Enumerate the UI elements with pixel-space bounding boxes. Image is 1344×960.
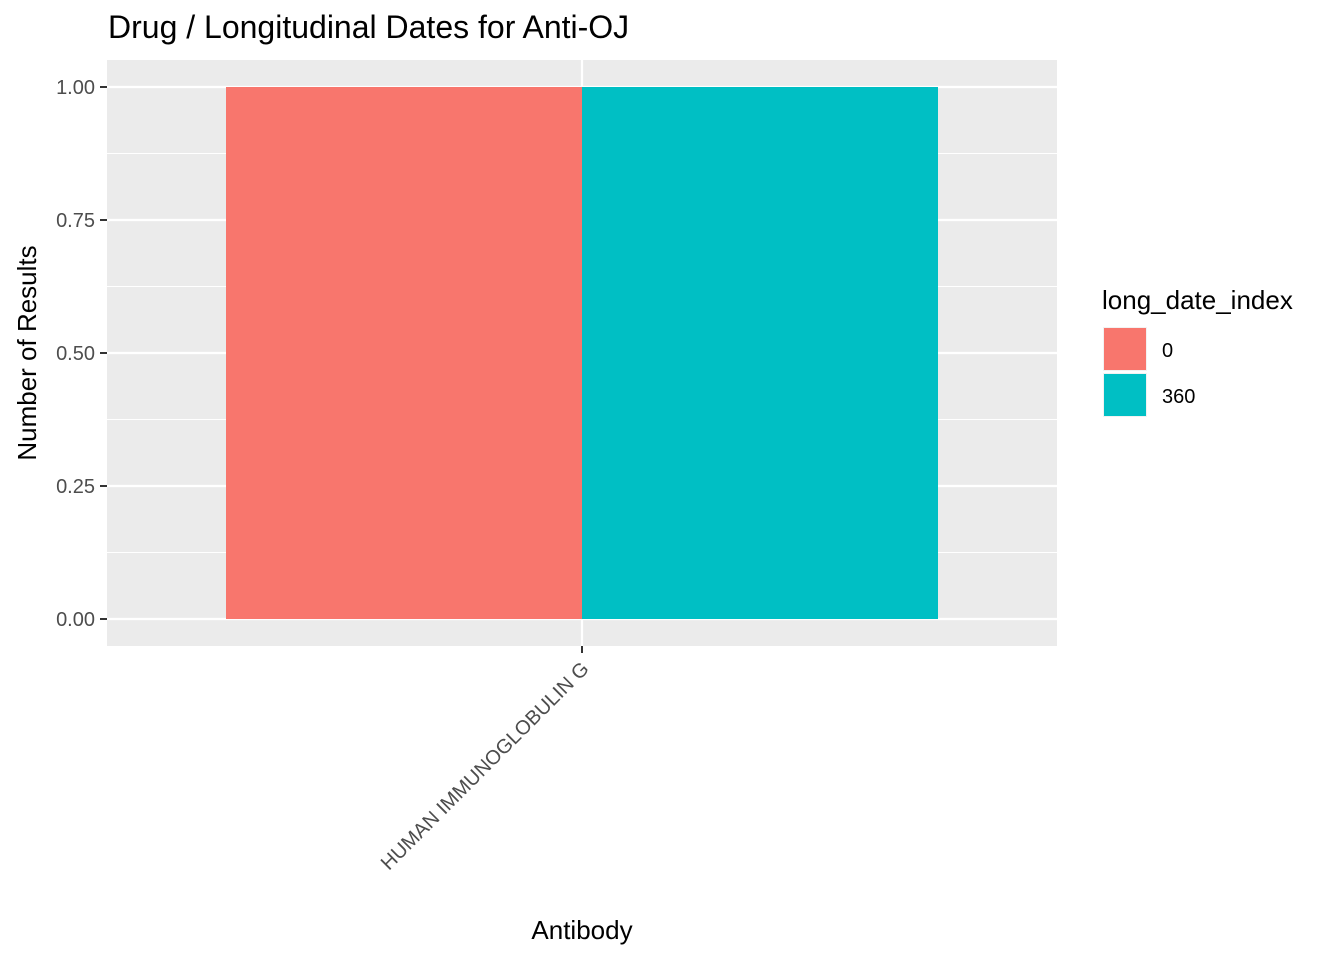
y-tick-label: 0.25 — [56, 476, 95, 498]
legend-key-swatch — [1104, 374, 1146, 416]
bar-series-0 — [226, 87, 582, 619]
chart-title: Drug / Longitudinal Dates for Anti-OJ — [108, 9, 629, 45]
legend-key-swatch — [1104, 328, 1146, 370]
bars — [226, 87, 938, 619]
y-tick-label: 0.00 — [56, 609, 95, 631]
y-axis: 0.00 0.25 0.50 0.75 1.00 — [56, 77, 107, 631]
legend: long_date_index 0 360 — [1102, 285, 1293, 417]
legend-entry-label: 0 — [1162, 340, 1173, 362]
y-tick-label: 1.00 — [56, 77, 95, 99]
legend-title: long_date_index — [1102, 285, 1293, 315]
bar-series-360 — [582, 87, 938, 619]
y-tick-label: 0.75 — [56, 210, 95, 232]
x-axis: HUMAN IMMUNOGLOBULIN G — [377, 646, 594, 875]
y-axis-title: Number of Results — [12, 245, 42, 460]
legend-entry-label: 360 — [1162, 386, 1195, 408]
x-axis-title: Antibody — [531, 915, 632, 945]
x-tick-label: HUMAN IMMUNOGLOBULIN G — [377, 658, 594, 875]
y-tick-label: 0.50 — [56, 343, 95, 365]
